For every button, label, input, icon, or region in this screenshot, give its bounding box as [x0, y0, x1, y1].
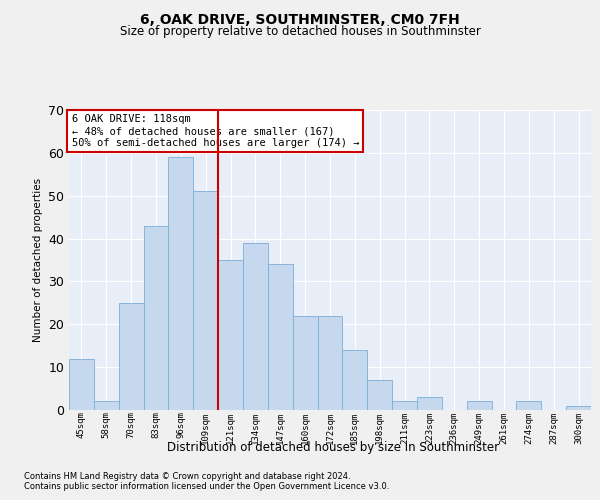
Bar [193, 192, 218, 410]
Bar [392, 402, 417, 410]
Bar [143, 226, 169, 410]
Bar [467, 402, 491, 410]
Bar [293, 316, 317, 410]
Bar [566, 406, 591, 410]
Bar [343, 350, 367, 410]
Bar [169, 157, 193, 410]
Bar [94, 402, 119, 410]
Text: Size of property relative to detached houses in Southminster: Size of property relative to detached ho… [119, 25, 481, 38]
Text: Distribution of detached houses by size in Southminster: Distribution of detached houses by size … [167, 441, 499, 454]
Text: Contains HM Land Registry data © Crown copyright and database right 2024.: Contains HM Land Registry data © Crown c… [24, 472, 350, 481]
Bar [317, 316, 343, 410]
Y-axis label: Number of detached properties: Number of detached properties [32, 178, 43, 342]
Bar [243, 243, 268, 410]
Bar [517, 402, 541, 410]
Bar [218, 260, 243, 410]
Text: 6, OAK DRIVE, SOUTHMINSTER, CM0 7FH: 6, OAK DRIVE, SOUTHMINSTER, CM0 7FH [140, 12, 460, 26]
Bar [417, 397, 442, 410]
Bar [119, 303, 143, 410]
Bar [367, 380, 392, 410]
Bar [268, 264, 293, 410]
Bar [69, 358, 94, 410]
Text: Contains public sector information licensed under the Open Government Licence v3: Contains public sector information licen… [24, 482, 389, 491]
Text: 6 OAK DRIVE: 118sqm
← 48% of detached houses are smaller (167)
50% of semi-detac: 6 OAK DRIVE: 118sqm ← 48% of detached ho… [71, 114, 359, 148]
